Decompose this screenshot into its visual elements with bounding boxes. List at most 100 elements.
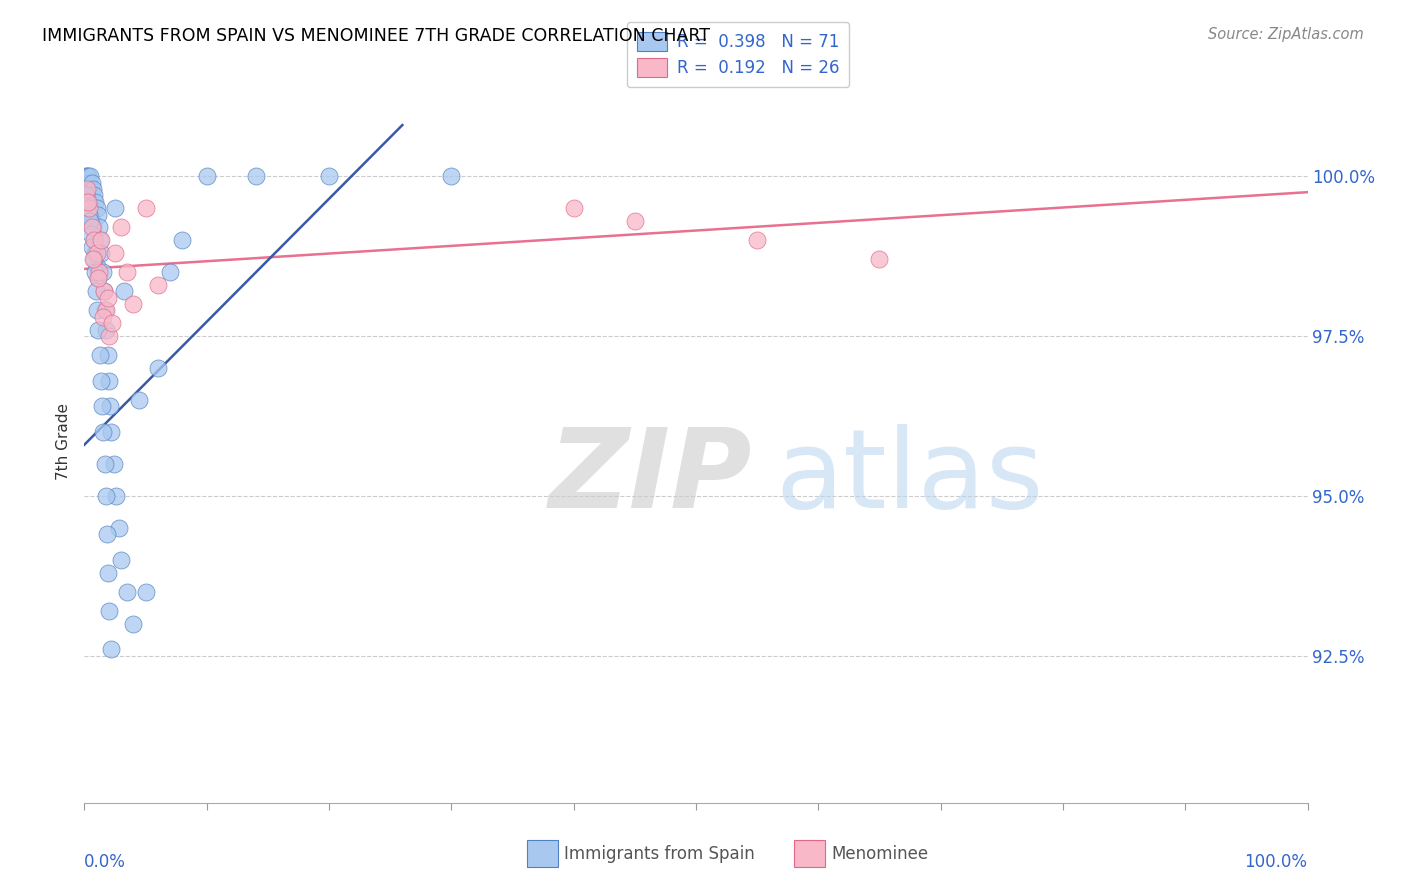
- Point: [83, 233, 105, 247]
- Point: [76, 194, 98, 209]
- Point: [195, 169, 218, 184]
- Point: [97, 329, 120, 343]
- Text: Menominee: Menominee: [831, 845, 928, 863]
- Point: [562, 201, 585, 215]
- Point: [79, 169, 101, 184]
- Y-axis label: 7th Grade: 7th Grade: [56, 403, 72, 480]
- Point: [94, 303, 117, 318]
- Point: [98, 604, 121, 618]
- Point: [747, 233, 769, 247]
- Point: [93, 285, 115, 299]
- Point: [93, 457, 115, 471]
- Point: [98, 400, 121, 414]
- Point: [97, 374, 120, 388]
- Point: [103, 457, 125, 471]
- Point: [89, 348, 111, 362]
- Point: [79, 208, 101, 222]
- Point: [97, 348, 120, 362]
- Point: [159, 265, 181, 279]
- Point: [87, 323, 110, 337]
- Point: [83, 188, 105, 202]
- Point: [90, 374, 112, 388]
- Point: [115, 584, 138, 599]
- Point: [112, 285, 135, 299]
- Point: [135, 584, 157, 599]
- Point: [90, 233, 112, 247]
- Point: [93, 285, 115, 299]
- Point: [122, 297, 145, 311]
- Point: [83, 252, 105, 267]
- Point: [86, 303, 108, 318]
- Point: [101, 316, 124, 330]
- Text: atlas: atlas: [776, 425, 1045, 531]
- Point: [82, 220, 104, 235]
- Point: [77, 201, 100, 215]
- Point: [104, 201, 127, 215]
- Point: [76, 188, 98, 202]
- Point: [80, 220, 103, 235]
- Point: [79, 214, 101, 228]
- Point: [80, 227, 103, 241]
- Point: [89, 233, 111, 247]
- Point: [128, 392, 150, 407]
- Point: [96, 303, 118, 318]
- Point: [82, 252, 104, 267]
- Point: [146, 277, 169, 292]
- Text: Immigrants from Spain: Immigrants from Spain: [564, 845, 755, 863]
- Point: [94, 489, 117, 503]
- Point: [86, 201, 108, 215]
- Point: [624, 214, 647, 228]
- Point: [77, 201, 100, 215]
- Point: [77, 176, 100, 190]
- Point: [80, 176, 103, 190]
- Point: [107, 521, 129, 535]
- Text: Source: ZipAtlas.com: Source: ZipAtlas.com: [1208, 27, 1364, 42]
- Point: [96, 527, 118, 541]
- Point: [87, 220, 110, 235]
- Point: [75, 188, 97, 202]
- Point: [82, 182, 104, 196]
- Point: [318, 169, 340, 184]
- Point: [77, 208, 100, 222]
- Point: [77, 169, 100, 184]
- Point: [83, 233, 105, 247]
- Point: [86, 246, 108, 260]
- Point: [135, 201, 157, 215]
- Point: [76, 169, 98, 184]
- Point: [97, 291, 120, 305]
- Point: [110, 553, 132, 567]
- Point: [115, 265, 138, 279]
- Point: [104, 246, 127, 260]
- Point: [90, 246, 112, 260]
- Point: [91, 400, 114, 414]
- Point: [172, 233, 194, 247]
- Point: [440, 169, 463, 184]
- Point: [75, 182, 97, 196]
- Point: [97, 566, 120, 580]
- Point: [91, 310, 114, 324]
- Point: [75, 169, 97, 184]
- Point: [86, 259, 108, 273]
- Point: [77, 194, 100, 209]
- Point: [91, 425, 114, 439]
- Point: [245, 169, 267, 184]
- Point: [87, 271, 110, 285]
- Point: [84, 285, 107, 299]
- Point: [83, 265, 105, 279]
- Point: [87, 265, 110, 279]
- Point: [96, 323, 118, 337]
- Text: IMMIGRANTS FROM SPAIN VS MENOMINEE 7TH GRADE CORRELATION CHART: IMMIGRANTS FROM SPAIN VS MENOMINEE 7TH G…: [42, 27, 710, 45]
- Point: [122, 616, 145, 631]
- Point: [110, 220, 132, 235]
- Text: 100.0%: 100.0%: [1244, 854, 1308, 871]
- Point: [87, 271, 110, 285]
- Point: [77, 194, 100, 209]
- Point: [869, 252, 891, 267]
- Point: [82, 239, 104, 253]
- Point: [146, 361, 169, 376]
- Point: [87, 208, 110, 222]
- Point: [80, 214, 103, 228]
- Text: 0.0%: 0.0%: [84, 854, 127, 871]
- Point: [84, 194, 107, 209]
- Point: [84, 246, 107, 260]
